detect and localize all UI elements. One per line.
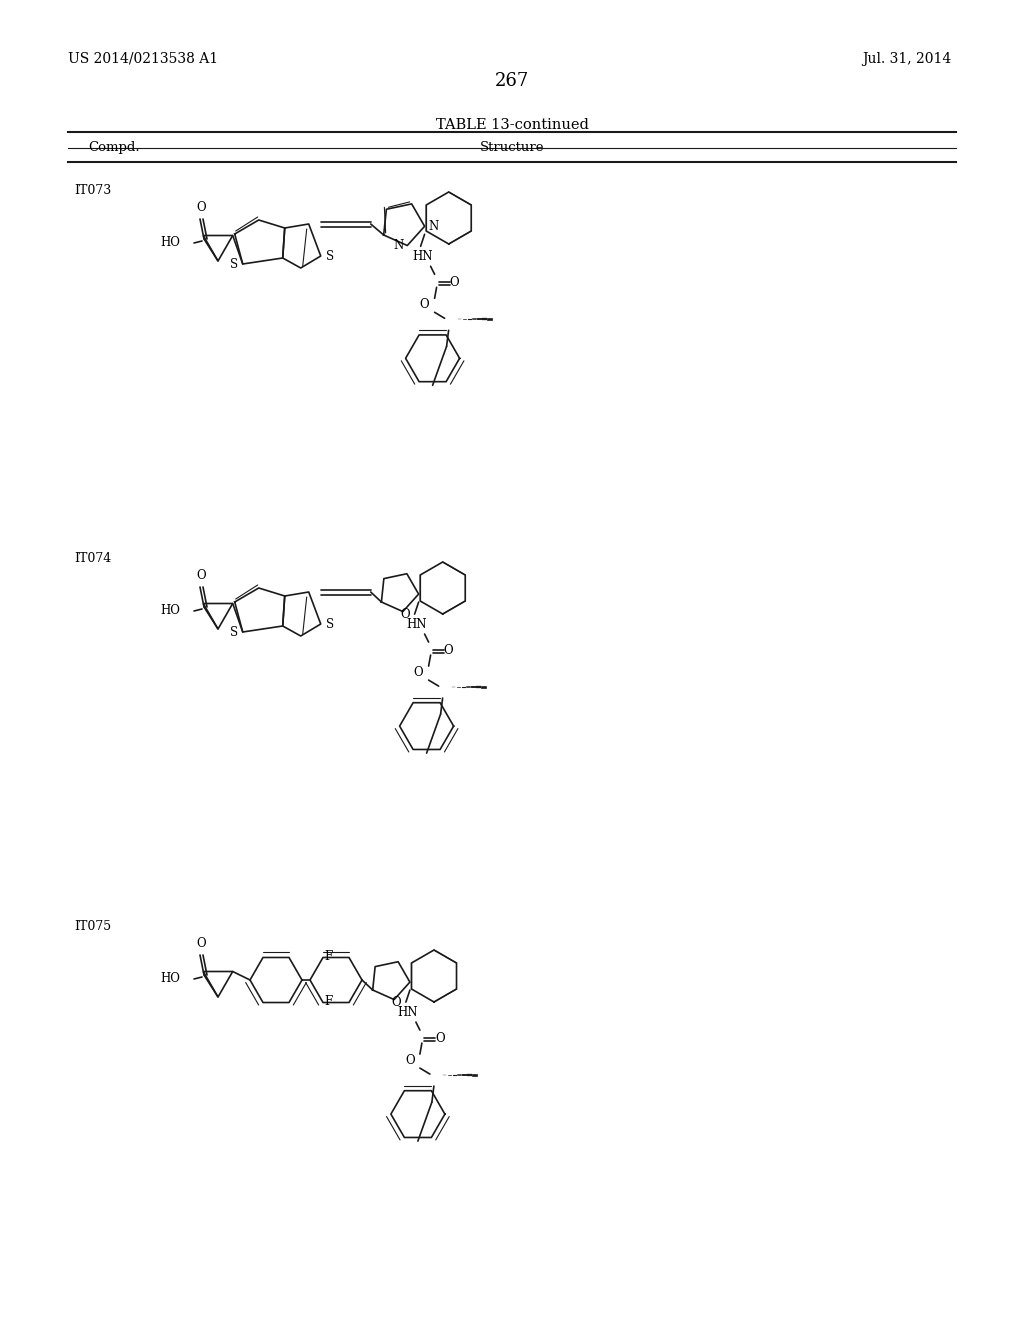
Text: S: S	[229, 626, 238, 639]
Text: S: S	[326, 249, 334, 263]
Text: O: O	[450, 276, 460, 289]
Text: O: O	[197, 569, 206, 582]
Text: TABLE 13-continued: TABLE 13-continued	[435, 117, 589, 132]
Text: O: O	[391, 995, 401, 1008]
Text: US 2014/0213538 A1: US 2014/0213538 A1	[68, 51, 218, 66]
Text: N: N	[393, 239, 403, 252]
Text: HN: HN	[407, 618, 427, 631]
Text: O: O	[420, 298, 429, 310]
Text: Structure: Structure	[480, 141, 544, 154]
Text: Compd.: Compd.	[88, 141, 139, 154]
Text: O: O	[406, 1053, 415, 1067]
Text: IT073: IT073	[74, 183, 112, 197]
Text: HN: HN	[413, 249, 433, 263]
Text: HO: HO	[160, 973, 180, 986]
Text: HO: HO	[160, 605, 180, 618]
Text: HN: HN	[397, 1006, 418, 1019]
Text: N: N	[429, 220, 439, 232]
Text: HO: HO	[160, 236, 180, 249]
Text: F: F	[324, 950, 332, 964]
Text: O: O	[197, 201, 206, 214]
Text: 267: 267	[495, 73, 529, 90]
Text: O: O	[443, 644, 454, 656]
Text: S: S	[229, 257, 238, 271]
Text: O: O	[435, 1032, 444, 1044]
Text: S: S	[326, 618, 334, 631]
Text: Jul. 31, 2014: Jul. 31, 2014	[862, 51, 951, 66]
Text: O: O	[400, 607, 410, 620]
Text: F: F	[324, 995, 332, 1008]
Text: IT074: IT074	[74, 552, 112, 565]
Text: O: O	[414, 665, 424, 678]
Text: IT075: IT075	[74, 920, 112, 933]
Text: O: O	[197, 937, 206, 950]
